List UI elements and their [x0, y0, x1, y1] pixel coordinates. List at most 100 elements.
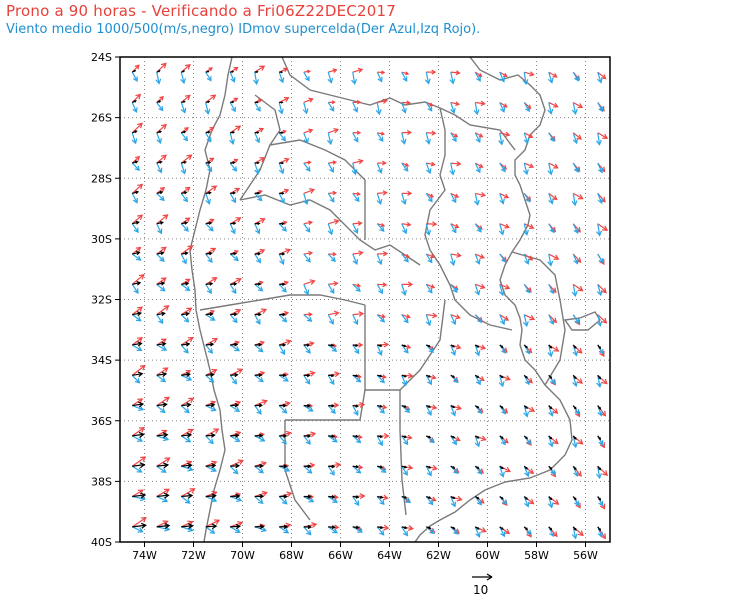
mean-wind-arrow: [597, 374, 602, 380]
mean-wind-arrow: [352, 343, 359, 347]
mean-wind-arrow: [401, 526, 408, 530]
supercell-right-arrow: [180, 162, 187, 175]
supercell-right-arrow: [131, 162, 140, 172]
supercell-right-arrow: [180, 253, 187, 265]
mean-wind-arrow: [254, 101, 260, 104]
mean-wind-arrow: [279, 131, 284, 135]
mean-wind-arrow: [597, 405, 602, 410]
mean-wind-arrow: [230, 463, 241, 469]
supercell-right-arrow: [156, 162, 163, 174]
mean-wind-arrow: [230, 433, 240, 438]
supercell-left-arrow: [352, 311, 365, 317]
supercell-left-arrow: [303, 160, 312, 165]
supercell-right-arrow: [156, 253, 165, 262]
mean-wind-arrow: [156, 341, 167, 347]
supercell-right-arrow: [499, 193, 505, 205]
supercell-right-arrow: [303, 162, 311, 172]
supercell-right-arrow: [180, 344, 189, 354]
supercell-left-arrow: [401, 190, 413, 197]
map-title: Prono a 90 horas - Verificando a Fri06Z2…: [6, 2, 396, 20]
supercell-left-arrow: [303, 128, 314, 134]
supercell-right-arrow: [303, 435, 311, 445]
supercell-right-arrow: [327, 344, 338, 352]
supercell-right-arrow: [498, 132, 505, 146]
supercell-right-arrow: [425, 314, 432, 327]
supercell-right-arrow: [254, 223, 261, 235]
supercell-right-arrow: [401, 162, 409, 172]
supercell-left-arrow: [131, 273, 145, 285]
supercell-left-arrow: [131, 517, 147, 528]
supercell-right-arrow: [548, 314, 555, 325]
supercell-left-arrow: [180, 397, 195, 407]
supercell-right-arrow: [254, 344, 264, 353]
supercell-left-arrow: [303, 188, 316, 194]
supercell-left-arrow: [474, 132, 484, 138]
supercell-right-arrow: [376, 435, 383, 447]
supercell-right-arrow: [254, 102, 261, 112]
supercell-right-arrow: [278, 344, 286, 356]
supercell-right-arrow: [474, 526, 481, 538]
mean-wind-arrow: [548, 496, 553, 501]
supercell-right-arrow: [180, 72, 186, 85]
supercell-right-arrow: [229, 223, 236, 235]
supercell-right-arrow: [278, 223, 287, 232]
supercell-left-arrow: [279, 188, 290, 194]
supercell-left-arrow: [572, 283, 584, 292]
supercell-left-arrow: [426, 312, 438, 319]
supercell-left-arrow: [131, 93, 142, 103]
supercell-right-arrow: [254, 162, 260, 175]
lon-tick-label: 70W: [230, 549, 255, 562]
mean-wind-arrow: [230, 402, 240, 408]
supercell-right-arrow: [425, 193, 433, 203]
supercell-right-arrow: [425, 132, 431, 145]
mean-wind-arrow: [254, 131, 260, 134]
mean-wind-arrow: [377, 404, 383, 408]
supercell-right-arrow: [523, 405, 530, 418]
supercell-right-arrow: [327, 405, 336, 415]
supercell-left-arrow: [475, 100, 486, 106]
supercell-left-arrow: [426, 253, 436, 259]
supercell-right-arrow: [131, 193, 138, 204]
mean-wind-arrow: [548, 465, 553, 470]
supercell-left-arrow: [180, 63, 191, 73]
supercell-left-arrow: [450, 252, 462, 258]
supercell-right-arrow: [401, 284, 407, 296]
mean-wind-arrow: [377, 495, 384, 499]
mean-wind-arrow: [279, 222, 285, 226]
mean-wind-arrow: [181, 341, 191, 347]
lat-tick-label: 32S: [91, 294, 112, 307]
supercell-right-arrow: [302, 193, 309, 206]
supercell-right-arrow: [205, 253, 213, 264]
supercell-right-arrow: [278, 496, 288, 505]
mean-wind-arrow: [426, 344, 431, 348]
supercell-right-arrow: [180, 374, 193, 381]
supercell-left-arrow: [450, 101, 460, 107]
supercell-left-arrow: [352, 283, 362, 288]
supercell-right-arrow: [450, 223, 457, 234]
supercell-left-arrow: [279, 339, 292, 346]
supercell-right-arrow: [254, 253, 261, 264]
mean-wind-arrow: [328, 494, 336, 499]
supercell-right-arrow: [278, 526, 290, 534]
supercell-left-arrow: [401, 314, 411, 319]
supercell-left-arrow: [548, 101, 559, 108]
mean-wind-arrow: [156, 371, 168, 378]
mean-wind-arrow: [181, 221, 189, 225]
supercell-right-arrow: [376, 132, 384, 143]
mean-wind-arrow: [401, 495, 408, 499]
supercell-right-arrow: [205, 405, 217, 412]
border-argentina-province-2: [199, 294, 366, 311]
supercell-left-arrow: [352, 250, 364, 256]
supercell-right-arrow: [352, 526, 364, 533]
mean-wind-arrow: [205, 221, 213, 225]
supercell-right-arrow: [450, 102, 456, 114]
supercell-right-arrow: [424, 72, 431, 85]
mean-wind-arrow: [426, 465, 432, 469]
supercell-right-arrow: [571, 193, 578, 207]
mean-wind-arrow: [450, 405, 456, 409]
supercell-left-arrow: [352, 158, 364, 165]
supercell-right-arrow: [352, 132, 359, 143]
supercell-right-arrow: [547, 253, 554, 267]
lon-tick-label: 60W: [475, 549, 500, 562]
supercell-right-arrow: [450, 435, 457, 446]
